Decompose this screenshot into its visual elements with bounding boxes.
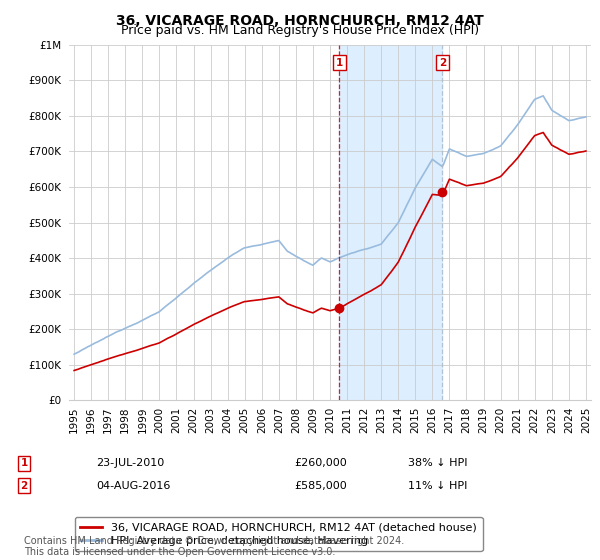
Text: 1: 1: [20, 458, 28, 468]
Text: 11% ↓ HPI: 11% ↓ HPI: [408, 480, 467, 491]
Text: 04-AUG-2016: 04-AUG-2016: [96, 480, 170, 491]
Text: 1: 1: [336, 58, 343, 68]
Text: £260,000: £260,000: [294, 458, 347, 468]
Text: 2: 2: [439, 58, 446, 68]
Text: 38% ↓ HPI: 38% ↓ HPI: [408, 458, 467, 468]
Text: Price paid vs. HM Land Registry's House Price Index (HPI): Price paid vs. HM Land Registry's House …: [121, 24, 479, 37]
Bar: [340, 45, 442, 400]
Legend: 36, VICARAGE ROAD, HORNCHURCH, RM12 4AT (detached house), HPI: Average price, de: 36, VICARAGE ROAD, HORNCHURCH, RM12 4AT …: [74, 517, 482, 551]
Text: 36, VICARAGE ROAD, HORNCHURCH, RM12 4AT: 36, VICARAGE ROAD, HORNCHURCH, RM12 4AT: [116, 14, 484, 28]
Text: £585,000: £585,000: [294, 480, 347, 491]
Text: 23-JUL-2010: 23-JUL-2010: [96, 458, 164, 468]
Text: 2: 2: [20, 480, 28, 491]
Text: Contains HM Land Registry data © Crown copyright and database right 2024.
This d: Contains HM Land Registry data © Crown c…: [24, 535, 404, 557]
